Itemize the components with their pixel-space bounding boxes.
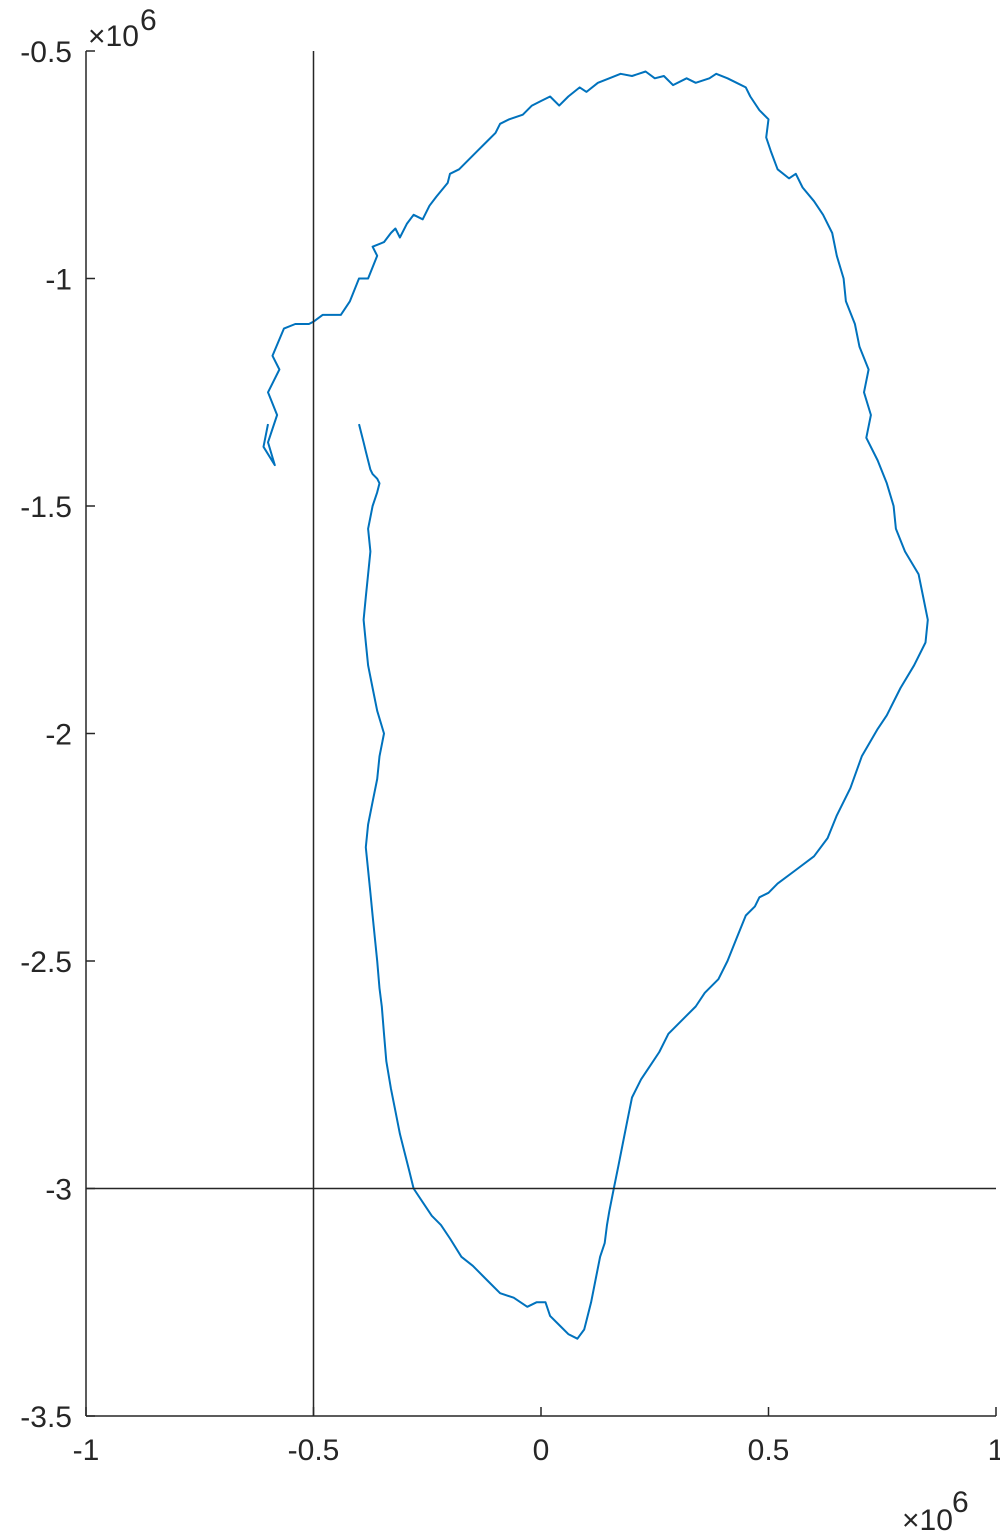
y-tick-label: -0.5 (20, 36, 72, 69)
y-tick-label: -1 (45, 264, 72, 297)
x-tick-label: -1 (73, 1434, 100, 1467)
coastline-layer (262, 70, 929, 1340)
x-axis-ticks: -1 -0.5 0 0.5 1 (73, 1407, 1000, 1467)
y-multiplier-base: ×10 (88, 20, 139, 53)
x-tick-label: 1 (988, 1434, 1000, 1467)
x-tick-label: 0 (533, 1434, 550, 1467)
y-axis-multiplier: ×10 6 (88, 4, 157, 53)
y-axis-ticks: -0.5 -1 -1.5 -2 -2.5 -3 -3.5 (20, 36, 95, 1434)
x-tick-label: 0.5 (748, 1434, 790, 1467)
y-tick-label: -1.5 (20, 491, 72, 524)
x-axis-multiplier: ×10 6 (902, 1486, 969, 1535)
plot-area (86, 51, 996, 1416)
y-tick-label: -3 (45, 1174, 72, 1207)
x-multiplier-base: ×10 (902, 1504, 953, 1535)
y-tick-label: -2 (45, 719, 72, 752)
y-tick-label: -3.5 (20, 1401, 72, 1434)
coastline (262, 70, 929, 1340)
x-multiplier-exponent: 6 (952, 1486, 969, 1519)
x-tick-label: -0.5 (288, 1434, 340, 1467)
y-tick-label: -2.5 (20, 946, 72, 979)
y-multiplier-exponent: 6 (140, 4, 157, 37)
